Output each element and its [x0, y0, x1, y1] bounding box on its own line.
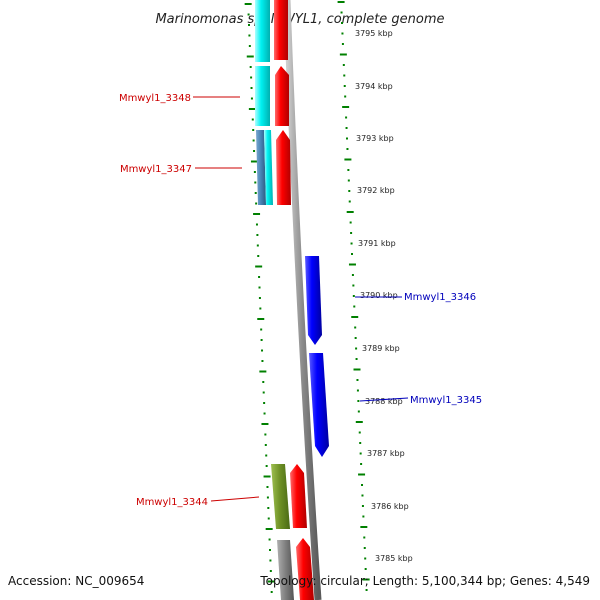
gene-label-mmwyl1-3344[interactable]: Mmwyl1_3344	[136, 497, 208, 508]
gene-label-mmwyl1-3346[interactable]: Mmwyl1_3346	[404, 292, 476, 303]
genome-backbone	[283, 0, 322, 600]
genome-summary-text: Topology: circular; Length: 5,100,344 bp…	[259, 574, 590, 588]
gene-track-red	[274, 0, 314, 600]
leader-line	[210, 496, 260, 502]
kbp-axis-labels: 3795 kbp 3794 kbp 3793 kbp 3792 kbp 3791…	[355, 29, 413, 563]
gene-track-left	[255, 0, 294, 600]
gene-feature-red-1[interactable]	[274, 0, 288, 60]
gene-labels: Mmwyl1_3348 Mmwyl1_3347 Mmwyl1_3346 Mmwy…	[119, 93, 482, 508]
kbp-label: 3791 kbp	[358, 239, 396, 248]
kbp-label: 3792 kbp	[357, 186, 395, 195]
kbp-label: 3786 kbp	[371, 502, 409, 511]
gene-feature-red-4[interactable]	[290, 464, 307, 528]
kbp-label: 3794 kbp	[355, 82, 393, 91]
kbp-label: 3795 kbp	[355, 29, 393, 38]
gene-feature-gray[interactable]	[277, 540, 294, 600]
kbp-label: 3793 kbp	[356, 134, 394, 143]
gene-feature-mmwyl1-3348[interactable]	[255, 66, 270, 126]
gene-feature-mmwyl1-3347-a[interactable]	[256, 130, 266, 205]
gene-feature-red-5[interactable]	[296, 538, 314, 600]
kbp-label: 3785 kbp	[375, 554, 413, 563]
map-title: Marinomonas sp. MWYL1, complete genome	[155, 12, 444, 27]
kbp-label: 3790 kbp	[360, 291, 398, 300]
gene-feature-red-2[interactable]	[275, 66, 289, 126]
gene-feature-red-3[interactable]	[276, 130, 291, 205]
gene-feature-mmwyl1-3346[interactable]	[305, 256, 322, 345]
kbp-label: 3788 kbp	[365, 397, 403, 406]
leader-line	[359, 397, 409, 402]
gene-feature-mmwyl1-3344[interactable]	[271, 464, 290, 529]
kbp-label: 3789 kbp	[362, 344, 400, 353]
gene-feature-mmwyl1-3347-b[interactable]	[264, 130, 273, 205]
outer-ruler	[337, 1, 370, 591]
accession-text: Accession: NC_009654	[8, 574, 144, 588]
gene-feature-cyan[interactable]	[255, 0, 270, 62]
inner-ruler	[244, 3, 275, 593]
gene-track-blue	[305, 256, 329, 457]
gene-label-mmwyl1-3348[interactable]: Mmwyl1_3348	[119, 93, 191, 104]
gene-label-mmwyl1-3347[interactable]: Mmwyl1_3347	[120, 164, 192, 175]
kbp-label: 3787 kbp	[367, 449, 405, 458]
gene-label-mmwyl1-3345[interactable]: Mmwyl1_3345	[410, 395, 482, 406]
gene-feature-mmwyl1-3345[interactable]	[309, 353, 329, 457]
